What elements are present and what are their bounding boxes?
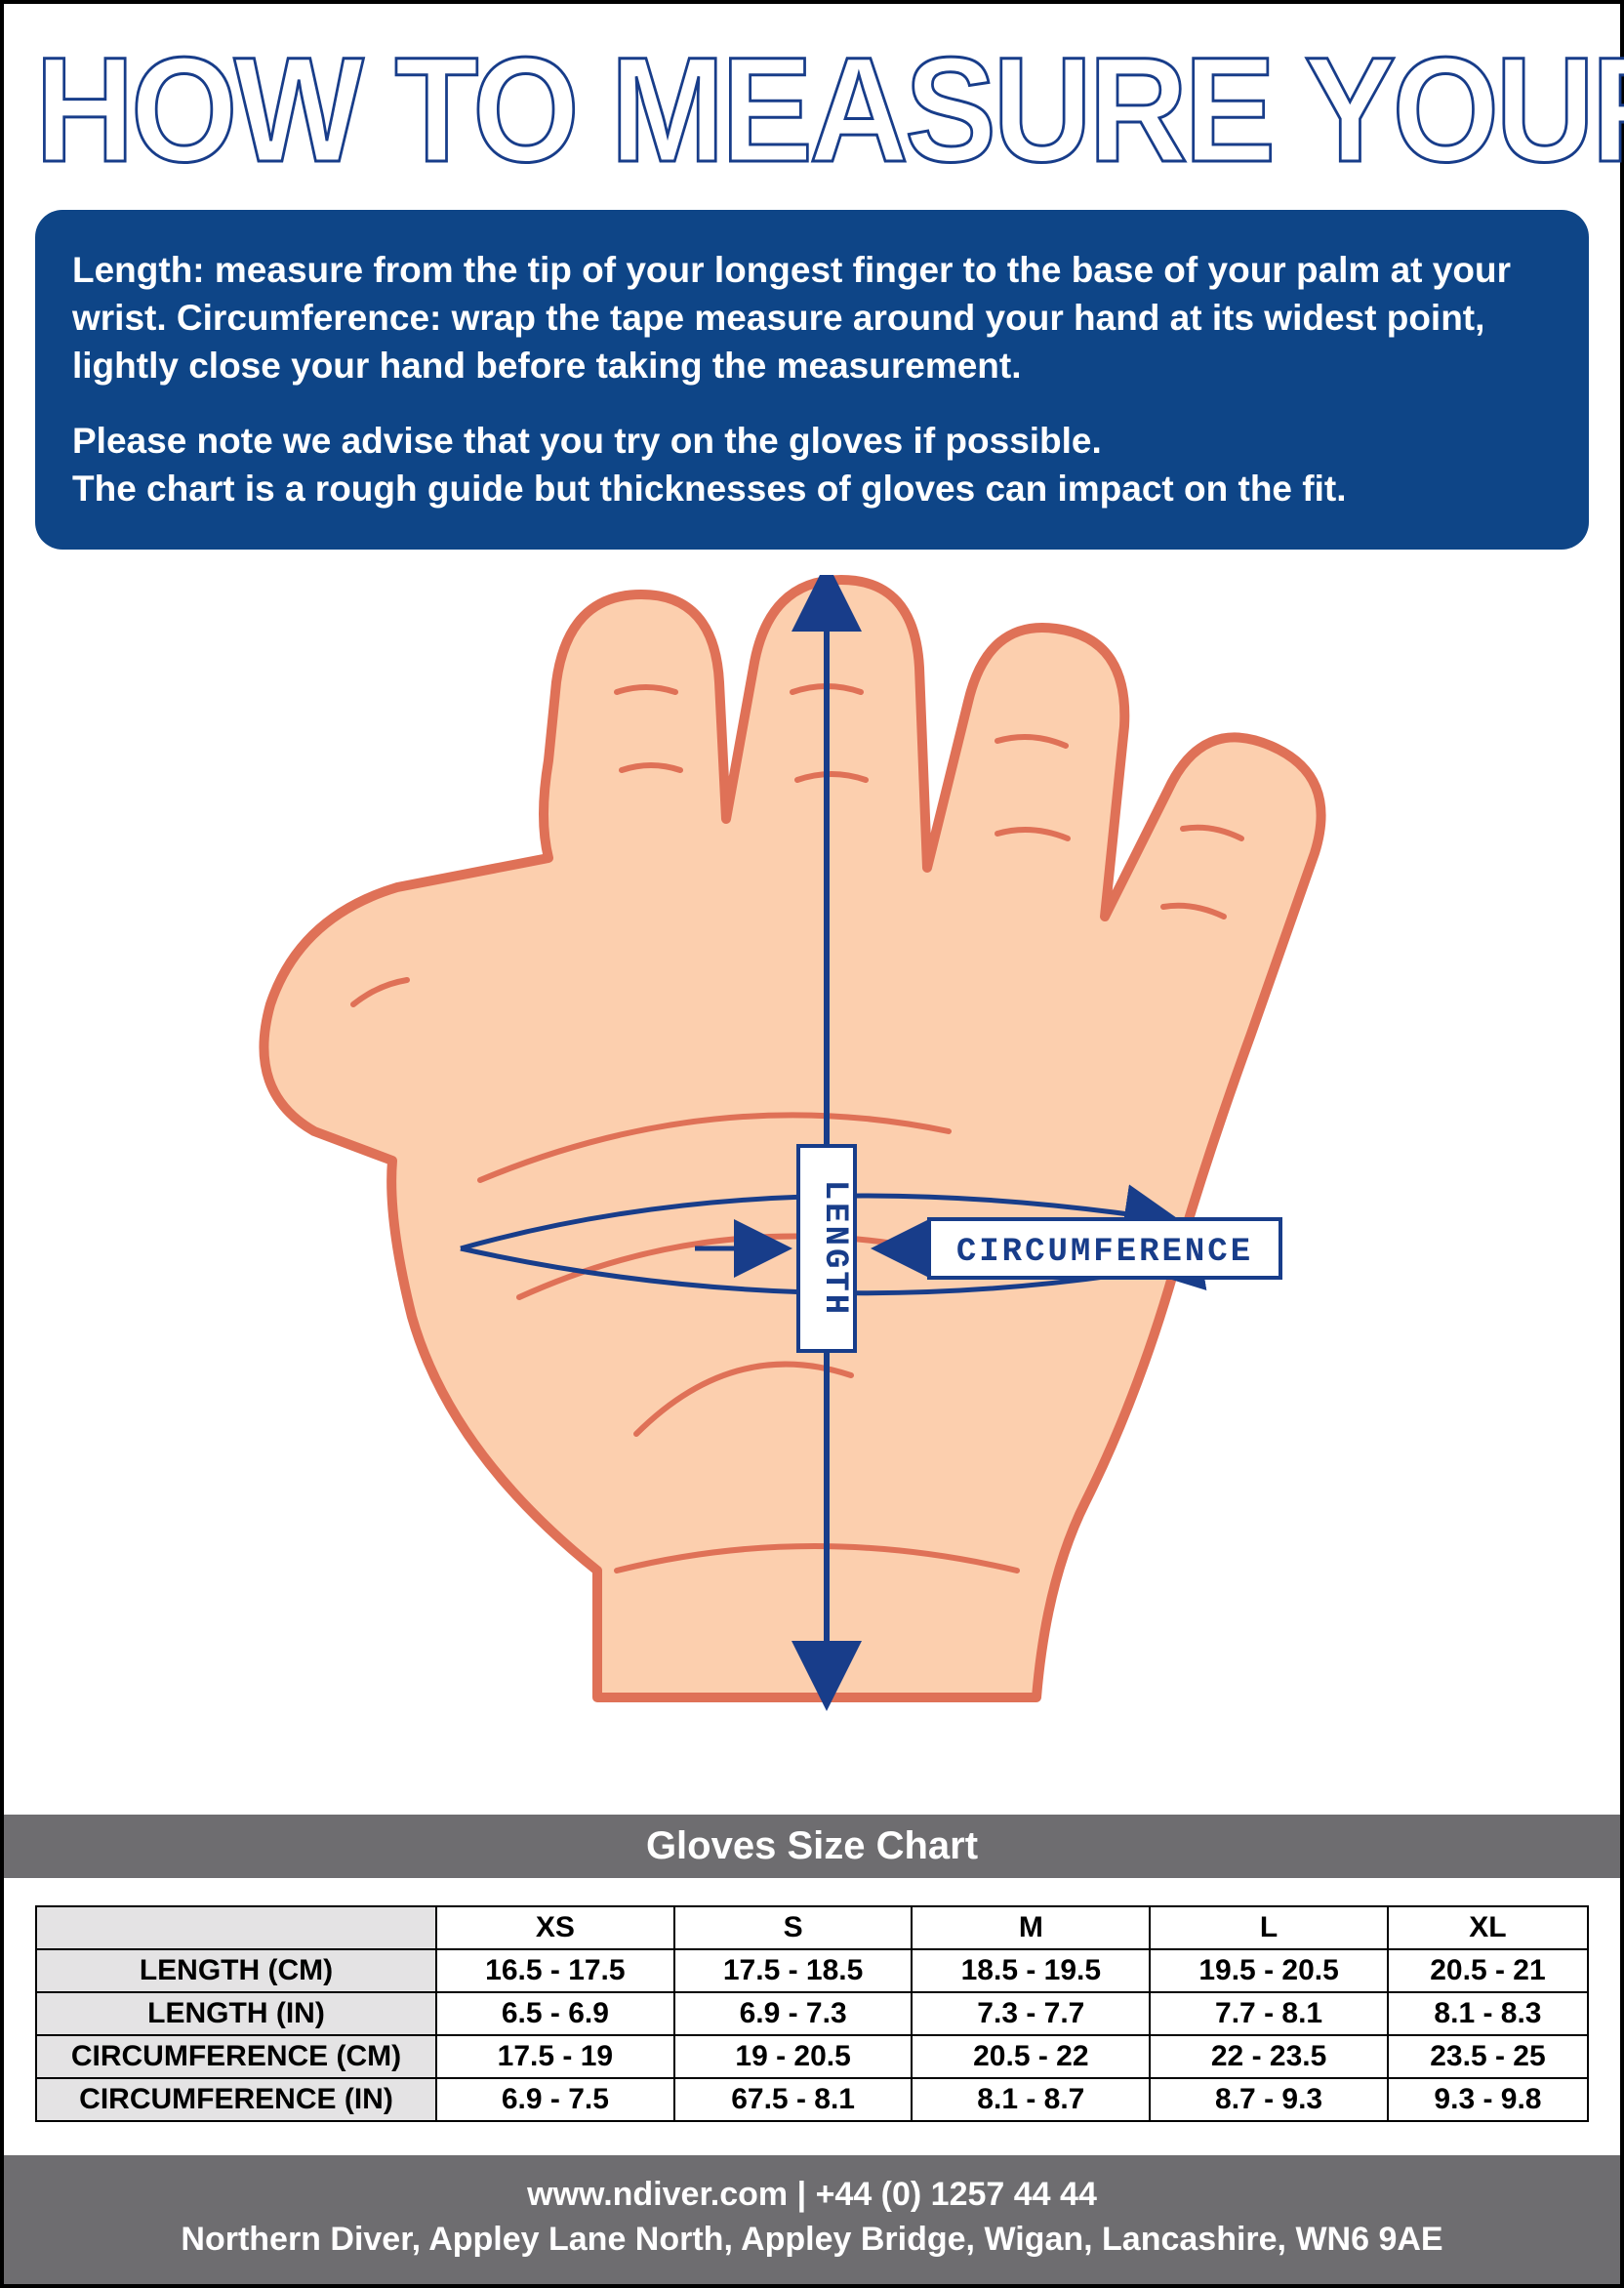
instructions-p2: Please note we advise that you try on th… xyxy=(72,418,1552,513)
table-cell: 7.3 - 7.7 xyxy=(912,1992,1150,2035)
table-cell: 9.3 - 9.8 xyxy=(1388,2078,1588,2121)
instructions-box: Length: measure from the tip of your lon… xyxy=(35,210,1589,550)
col-l: L xyxy=(1150,1906,1388,1949)
col-m: M xyxy=(912,1906,1150,1949)
table-cell: 20.5 - 21 xyxy=(1388,1949,1588,1992)
table-corner-cell xyxy=(36,1906,436,1949)
row-label: CIRCUMFERENCE (CM) xyxy=(36,2035,436,2078)
instructions-p1: Length: measure from the tip of your lon… xyxy=(72,247,1552,389)
table-cell: 8.7 - 9.3 xyxy=(1150,2078,1388,2121)
size-chart-table: XS S M L XL LENGTH (CM)16.5 - 17.517.5 -… xyxy=(35,1905,1589,2122)
col-xs: XS xyxy=(436,1906,674,1949)
table-cell: 8.1 - 8.3 xyxy=(1388,1992,1588,2035)
footer-line2: Northern Diver, Appley Lane North, Apple… xyxy=(14,2218,1610,2263)
table-cell: 16.5 - 17.5 xyxy=(436,1949,674,1992)
table-row: LENGTH (IN)6.5 - 6.96.9 - 7.37.3 - 7.77.… xyxy=(36,1992,1588,2035)
table-cell: 17.5 - 18.5 xyxy=(674,1949,913,1992)
col-xl: XL xyxy=(1388,1906,1588,1949)
hand-icon: LENGTH CIRCUMFERENCE xyxy=(226,575,1398,1776)
circumference-label: CIRCUMFERENCE xyxy=(956,1234,1253,1271)
table-header-row: XS S M L XL xyxy=(36,1906,1588,1949)
row-label: LENGTH (IN) xyxy=(36,1992,436,2035)
table-row: CIRCUMFERENCE (IN)6.9 - 7.567.5 - 8.18.1… xyxy=(36,2078,1588,2121)
length-label: LENGTH xyxy=(816,1180,853,1317)
table-cell: 67.5 - 8.1 xyxy=(674,2078,913,2121)
table-cell: 18.5 - 19.5 xyxy=(912,1949,1150,1992)
table-cell: 6.9 - 7.3 xyxy=(674,1992,913,2035)
table-cell: 8.1 - 8.7 xyxy=(912,2078,1150,2121)
chart-title: Gloves Size Chart xyxy=(4,1815,1620,1878)
table-cell: 19 - 20.5 xyxy=(674,2035,913,2078)
footer: www.ndiver.com | +44 (0) 1257 44 44 Nort… xyxy=(4,2155,1620,2284)
table-cell: 6.5 - 6.9 xyxy=(436,1992,674,2035)
infographic-page: HOW TO MEASURE YOUR HAND Length: measure… xyxy=(0,0,1624,2288)
table-row: CIRCUMFERENCE (CM)17.5 - 1919 - 20.520.5… xyxy=(36,2035,1588,2078)
row-label: LENGTH (CM) xyxy=(36,1949,436,1992)
table-cell: 22 - 23.5 xyxy=(1150,2035,1388,2078)
table-cell: 20.5 - 22 xyxy=(912,2035,1150,2078)
table-cell: 23.5 - 25 xyxy=(1388,2035,1588,2078)
table-cell: 17.5 - 19 xyxy=(436,2035,674,2078)
page-title: HOW TO MEASURE YOUR HAND xyxy=(35,39,1465,181)
hand-diagram: LENGTH CIRCUMFERENCE xyxy=(35,550,1589,1815)
table-cell: 7.7 - 8.1 xyxy=(1150,1992,1388,2035)
row-label: CIRCUMFERENCE (IN) xyxy=(36,2078,436,2121)
table-cell: 19.5 - 20.5 xyxy=(1150,1949,1388,1992)
table-row: LENGTH (CM)16.5 - 17.517.5 - 18.518.5 - … xyxy=(36,1949,1588,1992)
col-s: S xyxy=(674,1906,913,1949)
footer-line1: www.ndiver.com | +44 (0) 1257 44 44 xyxy=(14,2173,1610,2218)
table-cell: 6.9 - 7.5 xyxy=(436,2078,674,2121)
